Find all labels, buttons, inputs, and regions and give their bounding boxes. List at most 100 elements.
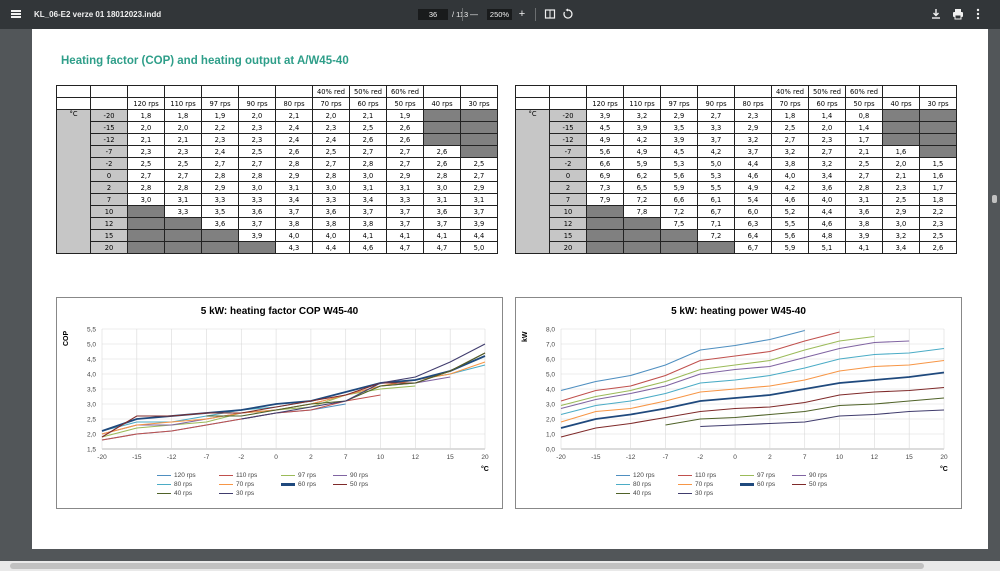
menu-icon[interactable] <box>8 6 24 22</box>
table-row: 15 7,2 6,4 5,6 4,8 3,9 3,2 2,5 <box>516 229 957 242</box>
na-cell <box>660 241 698 254</box>
value-cell: 4,6 <box>771 193 809 206</box>
temperature-cell: 12 <box>549 217 587 230</box>
cop-chart-series-line <box>101 364 486 432</box>
table-row: 10 3,3 3,5 3,6 3,7 3,6 3,7 3,7 3,6 3,7 <box>57 205 498 218</box>
value-cell: 3,1 <box>386 181 424 194</box>
value-cell: 3,3 <box>164 205 202 218</box>
speed-header: 97 rps <box>660 97 698 110</box>
legend-swatch <box>740 483 754 486</box>
pdf-toolbar: KL_06-E2 verze 01 18012023.indd 36 / 113… <box>0 0 1000 29</box>
na-cell <box>460 133 498 146</box>
page-number-input[interactable]: 36 <box>418 9 448 20</box>
legend-swatch <box>616 474 630 477</box>
value-cell: 3,8 <box>771 157 809 170</box>
table-row: 2 2,8 2,8 2,9 3,0 3,1 3,0 3,1 3,1 3,0 2,9 <box>57 181 498 194</box>
legend-swatch <box>792 483 806 486</box>
value-cell: 1,9 <box>201 109 239 122</box>
value-cell: 5,6 <box>660 169 698 182</box>
cop-chart-series-line <box>241 343 486 420</box>
value-cell: 5,6 <box>771 229 809 242</box>
legend-label: 70 rps <box>695 481 714 488</box>
value-cell: 1,7 <box>919 181 957 194</box>
na-cell <box>460 109 498 122</box>
empty-header-cell <box>586 85 624 98</box>
zoom-out-button[interactable]: — <box>470 9 478 19</box>
value-cell: 4,4 <box>808 205 846 218</box>
cop-chart-title: 5 kW: heating factor COP W45-40 <box>200 306 359 317</box>
value-cell: 2,9 <box>275 169 313 182</box>
value-cell: 2,7 <box>386 157 424 170</box>
value-cell: 3,9 <box>845 229 883 242</box>
legend-item: 30 rps <box>678 490 713 497</box>
value-cell: 5,5 <box>697 181 735 194</box>
legend-label: 90 rps <box>350 472 369 479</box>
temperature-cell: 10 <box>549 205 587 218</box>
legend-item: 90 rps <box>333 472 368 479</box>
value-cell: 3,7 <box>238 217 276 230</box>
empty-header-cell <box>623 85 661 98</box>
zoom-level-input[interactable]: 250% <box>487 9 512 20</box>
value-cell: 3,7 <box>734 145 772 158</box>
legend-item: 80 rps <box>157 481 192 488</box>
power-chart-ytick: 4,0 <box>546 386 555 393</box>
value-cell: 2,4 <box>275 121 313 134</box>
download-icon[interactable] <box>929 6 943 22</box>
power-chart-series-line <box>560 359 945 423</box>
horizontal-scrollbar-thumb[interactable] <box>10 563 924 569</box>
vertical-scrollbar-thumb[interactable] <box>992 195 997 203</box>
legend-label: 110 rps <box>695 472 717 479</box>
power-chart-ylabel: kW <box>522 331 529 343</box>
value-cell: 2,3 <box>238 133 276 146</box>
temperature-cell: 20 <box>90 241 128 254</box>
value-cell: 3,7 <box>275 205 313 218</box>
legend-label: 60 rps <box>298 481 317 488</box>
cop-chart-series-line <box>101 352 486 438</box>
value-cell: 3,7 <box>460 205 498 218</box>
value-cell: 3,8 <box>312 217 350 230</box>
value-cell: 3,6 <box>423 205 461 218</box>
value-cell: 5,9 <box>660 181 698 194</box>
vertical-scrollbar[interactable] <box>990 29 1000 561</box>
cop-table: 40% red 50% red 60% red 120 rps 110 rps 97 rp… <box>56 85 498 254</box>
temperature-cell: 12 <box>90 217 128 230</box>
na-cell <box>460 145 498 158</box>
cop-chart-xtick: -2 <box>238 454 244 461</box>
temperature-cell: 10 <box>90 205 128 218</box>
empty-header-cell <box>127 85 165 98</box>
zoom-in-button[interactable]: + <box>518 8 526 20</box>
legend-label: 120 rps <box>633 472 655 479</box>
value-cell: 4,5 <box>586 121 624 134</box>
value-cell: 7,2 <box>660 205 698 218</box>
legend-swatch <box>616 483 630 486</box>
value-cell: 2,5 <box>312 145 350 158</box>
power-chart-series-line <box>560 329 805 392</box>
value-cell: 3,3 <box>697 121 735 134</box>
power-chart-ytick: 2,0 <box>546 416 555 423</box>
value-cell: 4,0 <box>312 229 350 242</box>
horizontal-scrollbar[interactable] <box>0 561 1000 571</box>
print-icon[interactable] <box>951 6 965 22</box>
empty-header-cell <box>919 85 957 98</box>
table-row: -12 4,9 4,2 3,9 3,7 3,2 2,7 2,3 1,7 <box>516 133 957 146</box>
value-cell: 6,7 <box>697 205 735 218</box>
value-cell: 3,8 <box>845 217 883 230</box>
value-cell: 5,5 <box>771 217 809 230</box>
value-cell: 2,0 <box>808 121 846 134</box>
na-cell <box>586 217 624 230</box>
value-cell: 1,5 <box>919 157 957 170</box>
corner-cell <box>56 97 91 110</box>
rotate-icon[interactable] <box>561 6 575 22</box>
fit-page-icon[interactable] <box>543 6 557 22</box>
temperature-cell: 2 <box>90 181 128 194</box>
value-cell: 2,8 <box>201 169 239 182</box>
more-vert-icon[interactable] <box>972 6 984 22</box>
value-cell: 2,8 <box>275 157 313 170</box>
value-cell: 3,1 <box>349 181 387 194</box>
legend-swatch <box>219 483 233 486</box>
speed-header: 40 rps <box>423 97 461 110</box>
na-cell <box>460 121 498 134</box>
value-cell: 1,7 <box>845 133 883 146</box>
value-cell: 2,1 <box>127 133 165 146</box>
legend-swatch <box>157 492 171 495</box>
